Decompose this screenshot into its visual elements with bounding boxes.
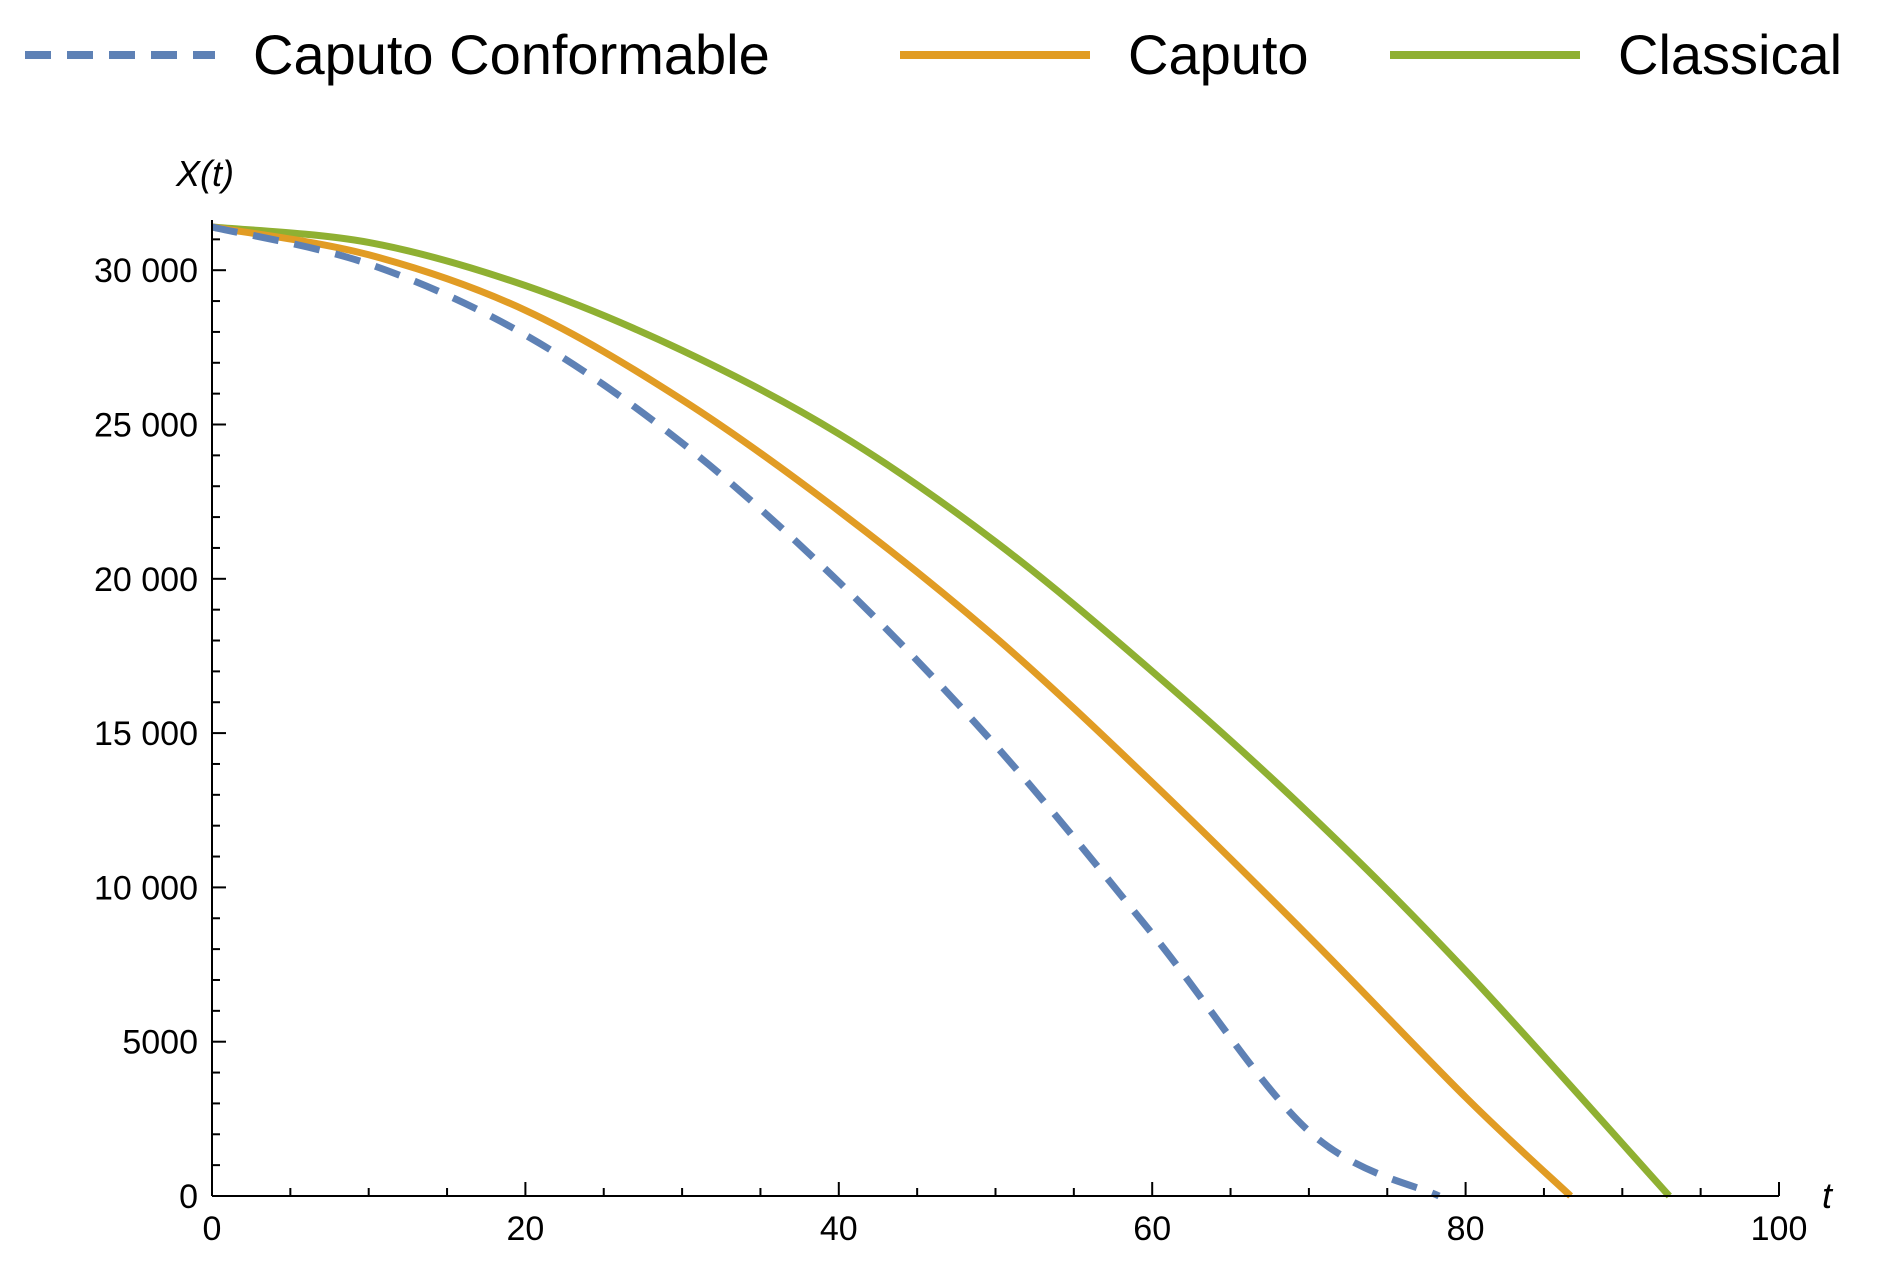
legend: Caputo Conformable Caputo Classical — [25, 23, 1842, 86]
y-tick-label: 15 000 — [94, 715, 198, 753]
y-tick-label: 0 — [179, 1178, 198, 1216]
y-tick-label: 30 000 — [94, 252, 198, 290]
x-tick-label: 40 — [820, 1210, 858, 1248]
x-tick-label: 60 — [1133, 1210, 1171, 1248]
x-tick-label: 0 — [203, 1210, 222, 1248]
legend-label: Caputo — [1128, 23, 1309, 86]
x-tick-label: 20 — [506, 1210, 544, 1248]
x-axis-title: t — [1822, 1175, 1834, 1216]
y-ticks: 0 5000 10 000 15 000 20 000 25 000 30 000 — [94, 238, 226, 1216]
series-line-caputo-conformable — [211, 223, 1441, 1200]
y-tick-label: 20 000 — [94, 561, 198, 599]
y-tick-label: 25 000 — [94, 407, 198, 445]
y-axis-title: X(t) — [175, 153, 234, 194]
x-tick-label: 80 — [1447, 1210, 1485, 1248]
x-tick-label: 100 — [1751, 1210, 1808, 1248]
legend-label: Caputo Conformable — [253, 23, 770, 86]
x-ticks: 0 20 40 60 80 100 — [203, 1182, 1808, 1248]
series-layer — [211, 223, 1672, 1200]
axes — [211, 220, 1779, 1197]
series-line-classical — [211, 223, 1672, 1199]
legend-label: Classical — [1618, 23, 1842, 86]
series-line-caputo — [211, 223, 1574, 1199]
y-tick-label: 10 000 — [94, 869, 198, 907]
y-tick-label: 5000 — [122, 1024, 198, 1062]
